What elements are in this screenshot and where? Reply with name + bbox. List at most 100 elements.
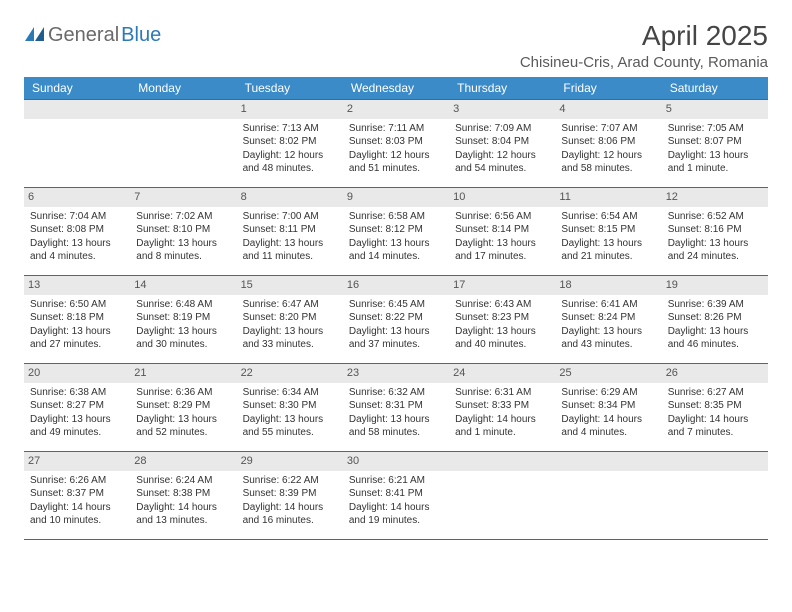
day-number: 23	[343, 364, 449, 383]
daylight-text: Daylight: 13 hours and 37 minutes.	[349, 325, 443, 352]
daylight-text: Daylight: 13 hours and 4 minutes.	[30, 237, 124, 264]
sunrise-text: Sunrise: 6:43 AM	[455, 298, 549, 312]
sunset-text: Sunset: 8:38 PM	[136, 487, 230, 501]
sunset-text: Sunset: 8:24 PM	[561, 311, 655, 325]
calendar-table: SundayMondayTuesdayWednesdayThursdayFrid…	[24, 77, 768, 540]
daylight-text: Daylight: 13 hours and 17 minutes.	[455, 237, 549, 264]
calendar-cell: 16Sunrise: 6:45 AMSunset: 8:22 PMDayligh…	[343, 276, 449, 364]
sunset-text: Sunset: 8:41 PM	[349, 487, 443, 501]
sunset-text: Sunset: 8:18 PM	[30, 311, 124, 325]
sunrise-text: Sunrise: 6:54 AM	[561, 210, 655, 224]
sunset-text: Sunset: 8:19 PM	[136, 311, 230, 325]
day-header: Monday	[130, 77, 236, 100]
day-number: 17	[449, 276, 555, 295]
daylight-text: Daylight: 13 hours and 11 minutes.	[243, 237, 337, 264]
sunrise-text: Sunrise: 6:48 AM	[136, 298, 230, 312]
day-number: 6	[24, 188, 130, 207]
sunset-text: Sunset: 8:16 PM	[668, 223, 762, 237]
daylight-text: Daylight: 13 hours and 1 minute.	[668, 149, 762, 176]
daylight-text: Daylight: 13 hours and 49 minutes.	[30, 413, 124, 440]
daylight-text: Daylight: 14 hours and 7 minutes.	[668, 413, 762, 440]
sunset-text: Sunset: 8:07 PM	[668, 135, 762, 149]
sunrise-text: Sunrise: 6:32 AM	[349, 386, 443, 400]
sunrise-text: Sunrise: 6:45 AM	[349, 298, 443, 312]
day-number: 18	[555, 276, 661, 295]
sunrise-text: Sunrise: 6:38 AM	[30, 386, 124, 400]
day-number: 21	[130, 364, 236, 383]
sunrise-text: Sunrise: 6:52 AM	[668, 210, 762, 224]
daylight-text: Daylight: 13 hours and 46 minutes.	[668, 325, 762, 352]
sunset-text: Sunset: 8:23 PM	[455, 311, 549, 325]
day-number: 3	[449, 100, 555, 119]
day-number: 5	[662, 100, 768, 119]
calendar-cell	[130, 100, 236, 188]
sunset-text: Sunset: 8:26 PM	[668, 311, 762, 325]
sunrise-text: Sunrise: 6:24 AM	[136, 474, 230, 488]
sunset-text: Sunset: 8:11 PM	[243, 223, 337, 237]
calendar-cell: 27Sunrise: 6:26 AMSunset: 8:37 PMDayligh…	[24, 452, 130, 540]
calendar-week: 20Sunrise: 6:38 AMSunset: 8:27 PMDayligh…	[24, 364, 768, 452]
sunrise-text: Sunrise: 7:11 AM	[349, 122, 443, 136]
day-number: 25	[555, 364, 661, 383]
calendar-cell: 26Sunrise: 6:27 AMSunset: 8:35 PMDayligh…	[662, 364, 768, 452]
calendar-week: 13Sunrise: 6:50 AMSunset: 8:18 PMDayligh…	[24, 276, 768, 364]
day-number: 9	[343, 188, 449, 207]
sunrise-text: Sunrise: 6:50 AM	[30, 298, 124, 312]
sunset-text: Sunset: 8:30 PM	[243, 399, 337, 413]
calendar-cell: 15Sunrise: 6:47 AMSunset: 8:20 PMDayligh…	[237, 276, 343, 364]
day-number: 11	[555, 188, 661, 207]
day-number-empty	[449, 452, 555, 471]
sunrise-text: Sunrise: 6:29 AM	[561, 386, 655, 400]
day-number: 28	[130, 452, 236, 471]
sunset-text: Sunset: 8:04 PM	[455, 135, 549, 149]
day-number: 10	[449, 188, 555, 207]
daylight-text: Daylight: 14 hours and 1 minute.	[455, 413, 549, 440]
sunrise-text: Sunrise: 6:27 AM	[668, 386, 762, 400]
calendar-cell: 22Sunrise: 6:34 AMSunset: 8:30 PMDayligh…	[237, 364, 343, 452]
day-number: 12	[662, 188, 768, 207]
logo: GeneralBlue	[24, 24, 161, 47]
calendar-cell: 29Sunrise: 6:22 AMSunset: 8:39 PMDayligh…	[237, 452, 343, 540]
calendar-week: 1Sunrise: 7:13 AMSunset: 8:02 PMDaylight…	[24, 100, 768, 188]
day-number: 26	[662, 364, 768, 383]
daylight-text: Daylight: 13 hours and 55 minutes.	[243, 413, 337, 440]
sunset-text: Sunset: 8:14 PM	[455, 223, 549, 237]
logo-text-gray: General	[48, 24, 119, 47]
daylight-text: Daylight: 13 hours and 21 minutes.	[561, 237, 655, 264]
day-header: Saturday	[662, 77, 768, 100]
day-number: 14	[130, 276, 236, 295]
daylight-text: Daylight: 13 hours and 43 minutes.	[561, 325, 655, 352]
day-number: 1	[237, 100, 343, 119]
daylight-text: Daylight: 12 hours and 54 minutes.	[455, 149, 549, 176]
sunrise-text: Sunrise: 6:36 AM	[136, 386, 230, 400]
calendar-week: 27Sunrise: 6:26 AMSunset: 8:37 PMDayligh…	[24, 452, 768, 540]
calendar-cell: 10Sunrise: 6:56 AMSunset: 8:14 PMDayligh…	[449, 188, 555, 276]
calendar-cell: 1Sunrise: 7:13 AMSunset: 8:02 PMDaylight…	[237, 100, 343, 188]
daylight-text: Daylight: 13 hours and 14 minutes.	[349, 237, 443, 264]
sunset-text: Sunset: 8:15 PM	[561, 223, 655, 237]
calendar-cell: 23Sunrise: 6:32 AMSunset: 8:31 PMDayligh…	[343, 364, 449, 452]
sunrise-text: Sunrise: 6:21 AM	[349, 474, 443, 488]
calendar-cell	[24, 100, 130, 188]
calendar-cell: 6Sunrise: 7:04 AMSunset: 8:08 PMDaylight…	[24, 188, 130, 276]
title-block: April 2025 Chisineu-Cris, Arad County, R…	[520, 20, 768, 71]
daylight-text: Daylight: 13 hours and 27 minutes.	[30, 325, 124, 352]
sunrise-text: Sunrise: 7:00 AM	[243, 210, 337, 224]
day-number: 2	[343, 100, 449, 119]
day-number: 4	[555, 100, 661, 119]
sunrise-text: Sunrise: 6:26 AM	[30, 474, 124, 488]
sunrise-text: Sunrise: 6:41 AM	[561, 298, 655, 312]
day-number: 13	[24, 276, 130, 295]
day-header: Sunday	[24, 77, 130, 100]
location-text: Chisineu-Cris, Arad County, Romania	[520, 54, 768, 71]
sunset-text: Sunset: 8:02 PM	[243, 135, 337, 149]
day-number: 20	[24, 364, 130, 383]
sunset-text: Sunset: 8:03 PM	[349, 135, 443, 149]
calendar-cell: 4Sunrise: 7:07 AMSunset: 8:06 PMDaylight…	[555, 100, 661, 188]
header: GeneralBlue April 2025 Chisineu-Cris, Ar…	[24, 20, 768, 71]
day-header: Wednesday	[343, 77, 449, 100]
calendar-cell	[449, 452, 555, 540]
day-number: 8	[237, 188, 343, 207]
daylight-text: Daylight: 13 hours and 8 minutes.	[136, 237, 230, 264]
calendar-cell: 19Sunrise: 6:39 AMSunset: 8:26 PMDayligh…	[662, 276, 768, 364]
